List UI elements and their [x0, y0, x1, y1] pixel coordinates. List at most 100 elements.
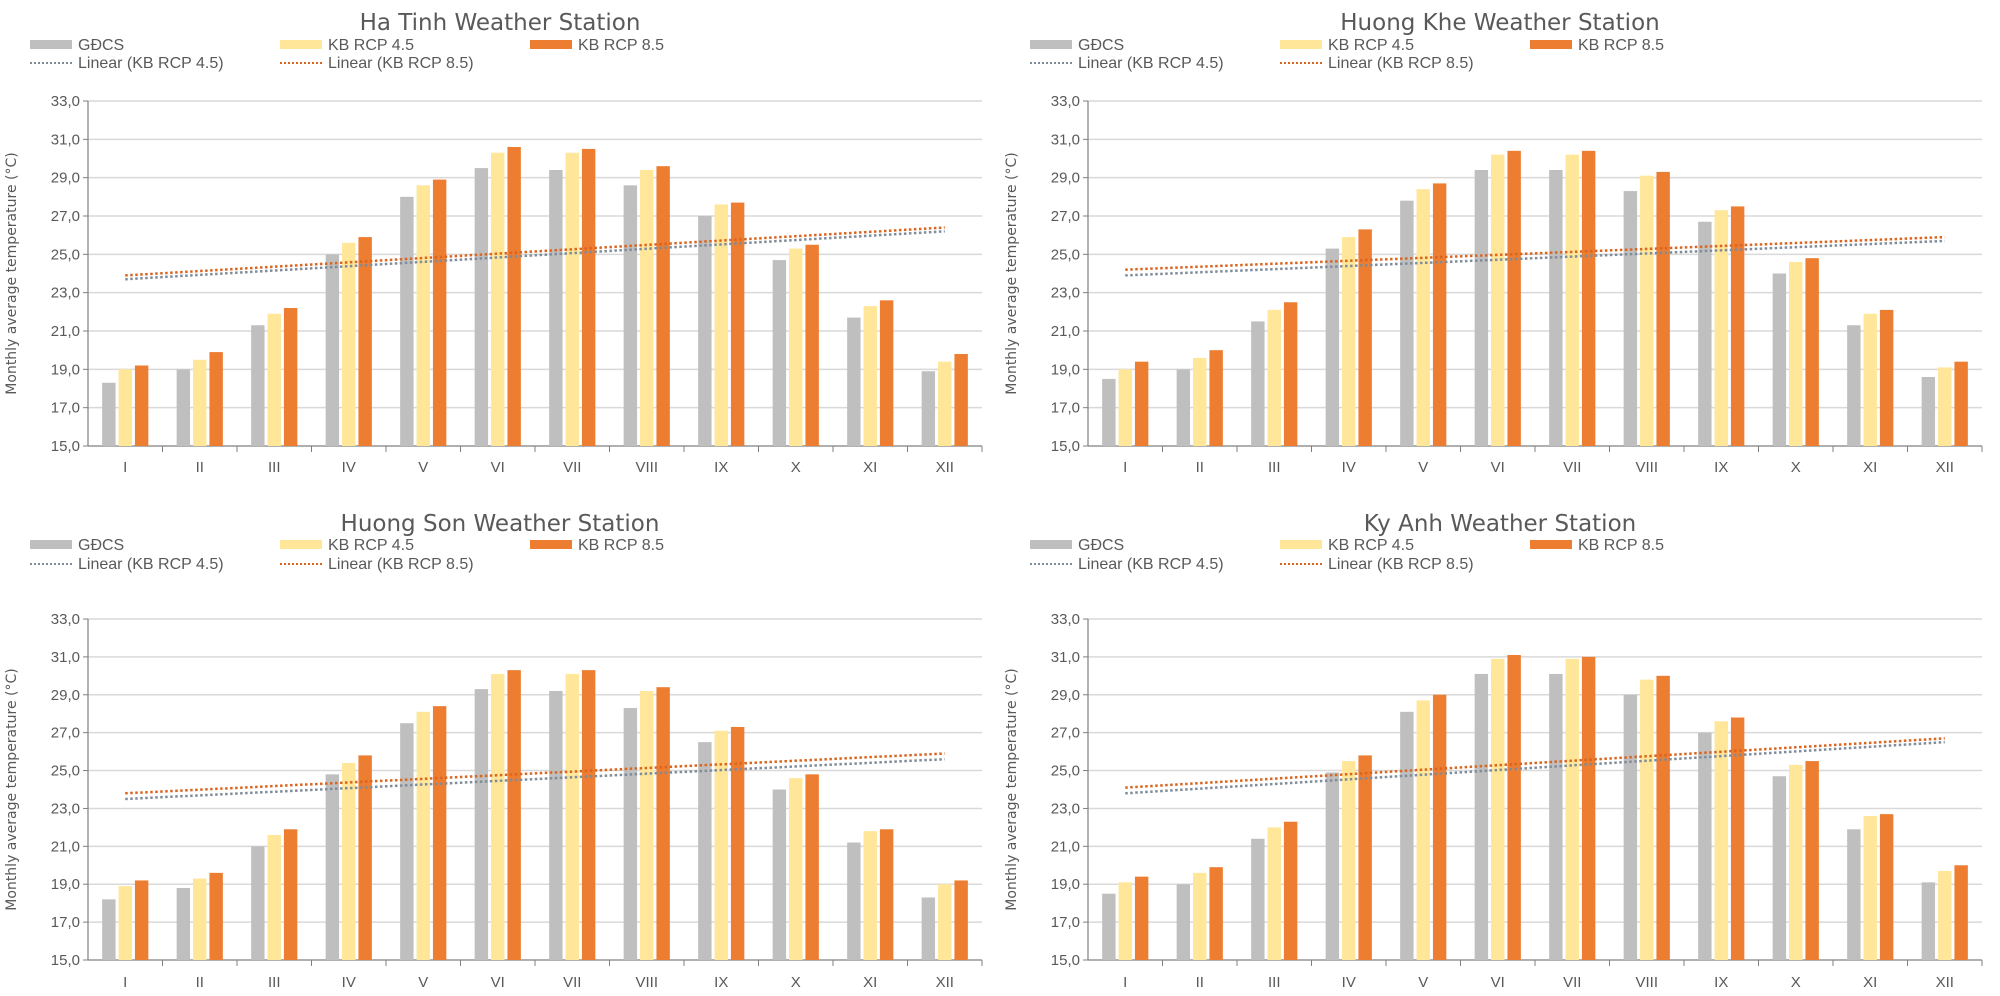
bar-kb-rcp-8-5-ii: [1209, 867, 1223, 960]
bar-kb-rcp-4-5-v: [1416, 700, 1430, 960]
y-tick-label: 17,0: [1051, 914, 1080, 931]
bar-g-cs-i: [102, 899, 116, 960]
bar-kb-rcp-8-5-vii: [1581, 150, 1596, 447]
bar-kb-rcp-4-5-viii: [640, 170, 654, 446]
chart-ky-anh: Ky Anh Weather Station GĐCS KB RCP 4.5 KB R…: [1000, 498, 2000, 996]
legend-label: KB RCP 4.5: [328, 37, 414, 54]
bar-kb-rcp-8-5-xii: [954, 354, 968, 446]
bar-kb-rcp-8-5-viii: [656, 687, 670, 960]
x-tick-label: IX: [714, 974, 728, 991]
x-tick-label: VII: [563, 974, 581, 991]
bar-g-cs-xi: [1847, 829, 1861, 960]
legend-label: Linear (KB RCP 4.5): [78, 556, 224, 573]
trendline-linear-kb-rcp-8-5: [125, 752, 945, 795]
legend-swatch: [280, 540, 322, 549]
x-tick-label: V: [418, 974, 428, 991]
y-tick-label: 23,0: [1051, 285, 1080, 302]
bar-g-cs-x: [772, 789, 787, 960]
legend-label: KB RCP 4.5: [1328, 537, 1414, 554]
x-tick-label: XII: [936, 459, 954, 476]
chart-svg: Huong Khe Weather Station GĐCS KB RCP 4.5 K…: [1004, 10, 1983, 476]
bar-kb-rcp-8-5-viii: [656, 166, 670, 446]
legend-item-linear-kb-rcp-8-5: Linear (KB RCP 8.5): [1280, 55, 1474, 72]
bar-kb-rcp-4-5-i: [1118, 369, 1132, 446]
y-tick-label: 17,0: [51, 400, 80, 417]
bar-g-cs-iii: [251, 846, 265, 960]
x-tick-label: IV: [1342, 974, 1356, 991]
y-axis-label: Monthly average temperature (°C): [1004, 152, 1020, 394]
x-tick-label: VIII: [635, 974, 658, 991]
x-tick-label: V: [418, 459, 428, 476]
x-tick-label: II: [1196, 974, 1204, 991]
bar-kb-rcp-4-5-xi: [1863, 816, 1877, 960]
bar-kb-rcp-4-5-xii: [1938, 367, 1952, 446]
bar-kb-rcp-4-5-vii: [1565, 658, 1579, 960]
bar-kb-rcp-8-5-v: [432, 706, 447, 960]
bar-kb-rcp-4-5-ii: [193, 878, 207, 960]
legend-label: Linear (KB RCP 8.5): [328, 55, 474, 72]
chart-huong-son: Huong Son Weather Station GĐCS KB RCP 4.5 K…: [0, 498, 1000, 996]
bar-kb-rcp-8-5-iii: [1283, 302, 1298, 446]
bar-kb-rcp-4-5-x: [1789, 764, 1803, 960]
bar-g-cs-v: [400, 723, 414, 960]
bar-g-cs-x: [1772, 776, 1787, 960]
y-tick-label: 25,0: [51, 763, 80, 780]
legend-swatch: [530, 40, 572, 49]
bar-kb-rcp-4-5-iv: [342, 242, 356, 446]
bar-g-cs-viii: [623, 708, 638, 960]
legend-item-linear-kb-rcp-8-5: Linear (KB RCP 8.5): [1280, 556, 1474, 573]
bar-kb-rcp-8-5-i: [134, 365, 149, 446]
bar-kb-rcp-8-5-v: [1432, 183, 1447, 446]
bar-kb-rcp-4-5-iv: [1342, 237, 1356, 446]
bar-g-cs-x: [772, 260, 787, 446]
x-tick-label: VI: [1491, 974, 1505, 991]
legend-swatch: [280, 40, 322, 49]
chart-svg: Ky Anh Weather Station GĐCS KB RCP 4.5 KB R…: [1004, 511, 1983, 991]
bar-kb-rcp-4-5-vi: [491, 152, 505, 446]
bar-kb-rcp-8-5-ii: [209, 872, 223, 960]
y-tick-label: 19,0: [1051, 876, 1080, 893]
x-tick-label: III: [268, 974, 281, 991]
bar-g-cs-vii: [549, 690, 563, 960]
bar-g-cs-iv: [325, 254, 340, 446]
x-tick-label: XI: [863, 459, 877, 476]
legend-label: KB RCP 4.5: [1328, 37, 1414, 54]
legend-label: KB RCP 4.5: [328, 537, 414, 554]
bar-kb-rcp-8-5-x: [805, 774, 819, 960]
y-tick-label: 33,0: [1051, 611, 1080, 628]
legend-item-kb-rcp-8-5: KB RCP 8.5: [1530, 37, 1664, 54]
x-tick-label: V: [1418, 974, 1428, 991]
bar-kb-rcp-4-5-vi: [1491, 658, 1505, 960]
legend-item-g-cs: GĐCS: [1030, 537, 1124, 554]
trendline-linear-kb-rcp-8-5: [125, 226, 945, 277]
trendline-linear-kb-rcp-8-5: [1125, 235, 1945, 271]
trendline-linear-kb-rcp-4-5: [1125, 239, 1945, 277]
y-tick-label: 29,0: [1051, 170, 1080, 187]
x-tick-label: X: [1791, 459, 1801, 476]
bar-kb-rcp-8-5-vi: [507, 670, 521, 960]
y-tick-label: 23,0: [1051, 800, 1080, 817]
y-tick-label: 33,0: [51, 93, 80, 110]
bar-kb-rcp-4-5-xii: [938, 884, 952, 960]
bar-g-cs-xii: [1921, 377, 1936, 446]
bar-g-cs-xii: [921, 371, 936, 446]
legend-item-kb-rcp-4-5: KB RCP 4.5: [280, 37, 414, 54]
bar-g-cs-viii: [623, 185, 638, 447]
bar-kb-rcp-8-5-vii: [1581, 656, 1596, 960]
bar-kb-rcp-4-5-vii: [565, 152, 579, 446]
legend-swatch: [30, 40, 72, 49]
legend-item-linear-kb-rcp-8-5: Linear (KB RCP 8.5): [280, 556, 474, 573]
bar-g-cs-v: [400, 196, 414, 446]
bar-kb-rcp-8-5-ix: [730, 726, 745, 960]
legend-label: KB RCP 8.5: [578, 37, 664, 54]
bar-kb-rcp-8-5-iv: [358, 755, 372, 960]
bar-kb-rcp-8-5-v: [432, 179, 447, 447]
x-tick-label: VIII: [1635, 974, 1658, 991]
bar-kb-rcp-8-5-viii: [1656, 675, 1670, 960]
y-tick-label: 27,0: [51, 725, 80, 742]
x-tick-label: VII: [563, 459, 581, 476]
bar-g-cs-vi: [1474, 673, 1489, 960]
y-axis-label: Monthly average temperature (°C): [4, 668, 20, 910]
legend-item-kb-rcp-8-5: KB RCP 8.5: [1530, 537, 1664, 554]
bar-g-cs-vii: [1549, 673, 1563, 960]
